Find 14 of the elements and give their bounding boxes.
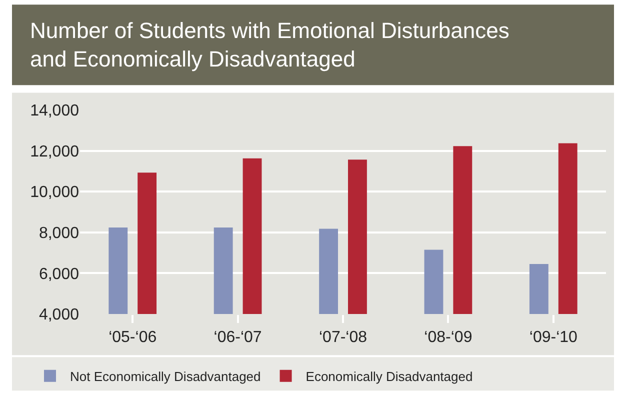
- y-tick-label: 14,000: [30, 102, 80, 120]
- x-tick-label: ‘08-‘09: [424, 329, 472, 346]
- x-tick-label: ‘09-‘10: [529, 329, 578, 346]
- y-tick-label: 10,000: [30, 184, 80, 202]
- x-tick-label: ‘05-‘06: [108, 329, 157, 346]
- y-tick-label: 8,000: [38, 225, 80, 242]
- y-tick-label: 12,000: [30, 143, 80, 160]
- x-tick-label: ‘06-‘07: [214, 329, 262, 346]
- y-tick-label: 4,000: [38, 306, 80, 324]
- y-tick-label: 6,000: [38, 266, 80, 283]
- legend-label: Economically Disadvantaged: [306, 368, 473, 384]
- chart-title: Number of Students with Emotional Disturbances and Economically Disadvantaged: [30, 18, 510, 72]
- legend-label: Not Economically Disadvantaged: [70, 368, 261, 384]
- x-tick-label: ‘07-‘08: [318, 329, 368, 346]
